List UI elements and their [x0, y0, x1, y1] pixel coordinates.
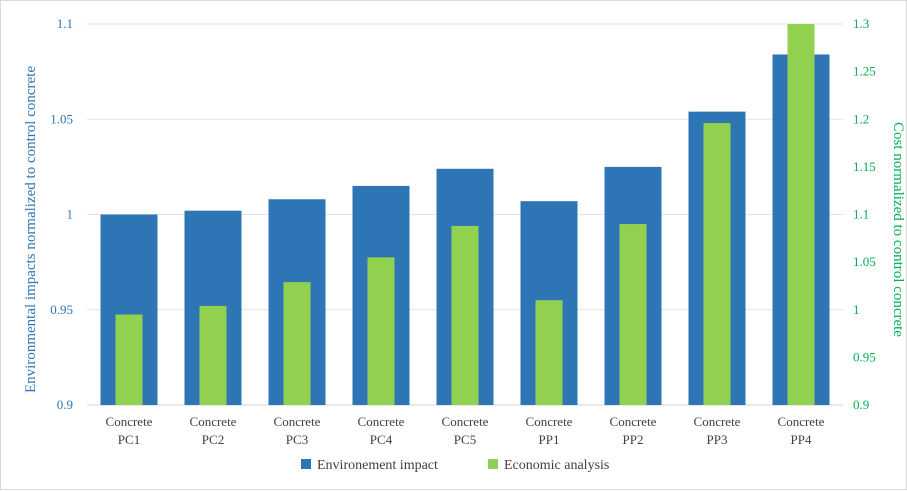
category-label: PC2 [202, 432, 224, 447]
category-label: Concrete [358, 414, 405, 429]
right-tick-label: 1.3 [853, 16, 869, 31]
legend-label-economic-analysis: Economic analysis [504, 458, 609, 473]
category-label: PC3 [286, 432, 308, 447]
category-label: PP2 [623, 432, 644, 447]
category-label: PP3 [707, 432, 728, 447]
category-label: Concrete [442, 414, 489, 429]
bar-economic-analysis [283, 282, 311, 405]
category-label: PC4 [370, 432, 393, 447]
category-label: Concrete [694, 414, 741, 429]
right-tick-label: 1.15 [853, 159, 876, 174]
left-axis-title: Environmental impacts normalized to cont… [23, 66, 39, 393]
bar-economic-analysis [451, 225, 479, 405]
right-tick-label: 1.25 [853, 64, 876, 79]
left-tick-label: 1.05 [50, 111, 73, 126]
right-tick-label: 1.1 [853, 207, 869, 222]
bar-economic-analysis [367, 257, 395, 405]
category-label: PC5 [454, 432, 476, 447]
right-tick-label: 1.05 [853, 254, 876, 269]
category-label: PC1 [118, 432, 140, 447]
bar-economic-analysis [703, 123, 731, 405]
left-tick-label: 1 [67, 207, 74, 222]
left-tick-label: 0.9 [57, 397, 73, 412]
category-label: Concrete [610, 414, 657, 429]
right-tick-label: 0.9 [853, 397, 869, 412]
bar-economic-analysis [535, 300, 563, 405]
category-label: Concrete [274, 414, 321, 429]
left-tick-label: 1.1 [57, 16, 73, 31]
category-label: Concrete [190, 414, 237, 429]
category-label: PP1 [539, 432, 560, 447]
bar-economic-analysis [787, 24, 815, 405]
legend-swatch-environment-impact [301, 459, 311, 469]
bar-economic-analysis [619, 224, 647, 405]
bar-economic-analysis [199, 305, 227, 405]
category-label: Concrete [778, 414, 825, 429]
right-axis-title: Cost normalized to control concrete [890, 122, 906, 337]
right-tick-label: 0.95 [853, 349, 876, 364]
left-tick-label: 0.95 [50, 302, 73, 317]
category-label: Concrete [526, 414, 573, 429]
bar-economic-analysis [115, 314, 143, 405]
category-label: Concrete [106, 414, 153, 429]
category-label: PP4 [791, 432, 812, 447]
legend-swatch-economic-analysis [488, 459, 498, 469]
right-tick-label: 1 [853, 302, 860, 317]
right-tick-label: 1.2 [853, 111, 869, 126]
legend-label-environment-impact: Environement impact [317, 458, 438, 473]
